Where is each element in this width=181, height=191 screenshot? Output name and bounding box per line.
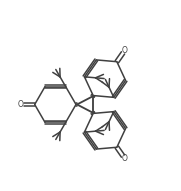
Text: O: O bbox=[18, 100, 24, 109]
Text: O: O bbox=[122, 46, 128, 55]
Text: O: O bbox=[122, 154, 128, 163]
